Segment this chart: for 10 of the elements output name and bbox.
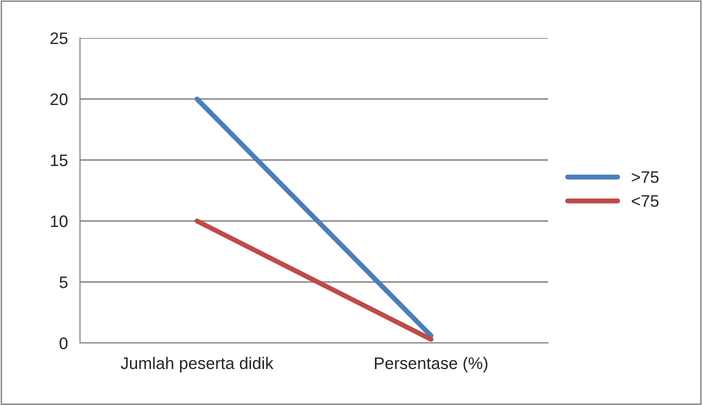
x-tick-label: Persentase (%) [374,356,488,372]
legend-label: >75 [632,171,659,184]
y-tick-label: 15 [50,154,68,166]
y-tick-label: 20 [50,93,68,106]
y-tick-label: 10 [50,215,68,228]
legend-label: <75 [632,195,659,207]
y-tick-label: 0 [60,337,68,350]
x-tick-label: Jumlah peserta didik [120,356,274,372]
y-tick-label: 25 [50,32,68,44]
y-tick-label: 5 [60,276,68,288]
